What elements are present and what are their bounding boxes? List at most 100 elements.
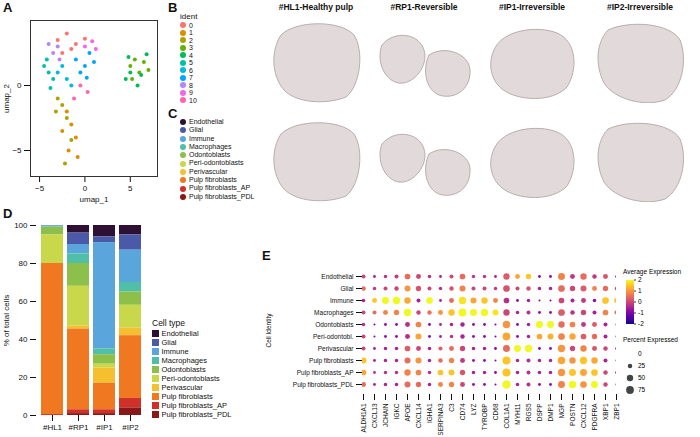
- svg-text:Percent Expressed: Percent Expressed: [623, 336, 678, 344]
- svg-text:MGP: MGP: [558, 404, 565, 419]
- html-text:Odontoblasts: Odontoblasts: [161, 365, 206, 374]
- html-text:Perivascular: Perivascular: [161, 383, 203, 392]
- svg-text:APOE: APOE: [404, 403, 411, 422]
- html-text:A: A: [3, 0, 13, 15]
- svg-text:−5: −5: [12, 146, 22, 155]
- svg-text:Glial: Glial: [340, 285, 354, 292]
- svg-text:CXCL13: CXCL13: [371, 403, 378, 428]
- svg-text:0: 0: [23, 411, 28, 420]
- svg-text:0: 0: [83, 184, 88, 193]
- svg-text:0: 0: [17, 81, 22, 90]
- svg-text:CD74: CD74: [459, 403, 466, 420]
- html-text:Peri-odontoblasts: Peri-odontoblasts: [189, 159, 244, 167]
- svg-text:0: 0: [638, 298, 642, 305]
- svg-text:25: 25: [638, 362, 646, 369]
- svg-text:40: 40: [19, 335, 28, 344]
- svg-text:TYROBP: TYROBP: [481, 404, 488, 431]
- html-text:Pulp fibroblasts: Pulp fibroblasts: [161, 392, 213, 401]
- svg-text:Endothelial: Endothelial: [321, 273, 354, 280]
- html-text:E: E: [262, 248, 271, 263]
- svg-text:75: 75: [638, 386, 646, 393]
- svg-text:0: 0: [638, 350, 642, 357]
- html-text:Macrophages: Macrophages: [189, 142, 232, 150]
- svg-text:Pulp fibroblasts_PDL: Pulp fibroblasts_PDL: [293, 381, 354, 389]
- svg-text:5: 5: [128, 184, 133, 193]
- html-text:ident: ident: [180, 12, 198, 21]
- html-text:Odontoblasts: Odontoblasts: [189, 151, 231, 159]
- svg-text:CXCL12: CXCL12: [580, 403, 587, 428]
- svg-text:Immune: Immune: [330, 297, 354, 304]
- html-text:#IP2-Irreversible: #IP2-Irreversible: [606, 2, 674, 12]
- svg-text:80: 80: [19, 259, 28, 268]
- html-text:10: 10: [189, 96, 197, 104]
- html-text:Glial: Glial: [189, 126, 203, 134]
- svg-text:RGS5: RGS5: [525, 403, 532, 421]
- svg-text:IGKC: IGKC: [393, 403, 400, 419]
- svg-text:umap_2: umap_2: [2, 84, 11, 113]
- html-text:Pulp fibroblasts_AP: Pulp fibroblasts_AP: [189, 184, 251, 192]
- html-text:B: B: [168, 0, 178, 15]
- html-text:Endothelial: Endothelial: [189, 118, 224, 125]
- svg-text:MYH11: MYH11: [514, 403, 521, 425]
- html-text:Immune: Immune: [189, 134, 215, 142]
- svg-text:IGHA1: IGHA1: [426, 403, 433, 423]
- svg-text:-1: -1: [638, 309, 644, 316]
- svg-text:20: 20: [19, 373, 28, 382]
- html-text:Peri-odontoblasts: Peri-odontoblasts: [161, 374, 220, 383]
- svg-text:umap_1: umap_1: [80, 195, 109, 204]
- svg-text:CD68: CD68: [492, 403, 499, 420]
- svg-text:ALDH1A1: ALDH1A1: [360, 403, 367, 432]
- svg-text:-2: -2: [638, 320, 644, 327]
- svg-text:COL1A1: COL1A1: [503, 403, 510, 428]
- svg-text:#HL1: #HL1: [43, 423, 63, 432]
- html-text:Immune: Immune: [161, 347, 189, 356]
- svg-text:Perivascular: Perivascular: [318, 345, 355, 352]
- html-text:Pulp fibroblasts: Pulp fibroblasts: [189, 176, 237, 184]
- svg-text:Odontoblasts: Odontoblasts: [315, 321, 354, 328]
- html-text:1: 1: [189, 29, 193, 36]
- svg-text:PDGFRA: PDGFRA: [591, 403, 598, 431]
- svg-text:Pulp fibroblasts_AP: Pulp fibroblasts_AP: [297, 369, 354, 377]
- html-text:Pulp fibroblasts_PDL: Pulp fibroblasts_PDL: [161, 410, 232, 419]
- svg-text:DMP1: DMP1: [547, 403, 554, 421]
- svg-text:C3: C3: [448, 403, 455, 412]
- html-text:Endothelial: Endothelial: [161, 329, 199, 338]
- svg-text:CXCL14: CXCL14: [415, 403, 422, 428]
- svg-text:% of total cells: % of total cells: [2, 295, 11, 347]
- html-text:2: 2: [189, 36, 193, 44]
- html-text:D: D: [3, 206, 13, 221]
- html-text:Cell type: Cell type: [152, 318, 186, 328]
- svg-text:XBP1: XBP1: [602, 403, 609, 420]
- svg-text:ZBP1: ZBP1: [613, 403, 620, 420]
- svg-text:DSPP: DSPP: [536, 404, 543, 422]
- html-text:#RP1-Reversible: #RP1-Reversible: [390, 2, 458, 12]
- svg-text:Average Expression: Average Expression: [623, 268, 681, 276]
- svg-text:Pulp fibroblasts: Pulp fibroblasts: [309, 357, 354, 365]
- svg-text:2: 2: [638, 276, 642, 283]
- svg-text:Macrophages: Macrophages: [314, 309, 354, 317]
- html-text:Macrophages: Macrophages: [161, 356, 207, 365]
- html-text:#IP1-Irreversible: #IP1-Irreversible: [498, 2, 566, 12]
- svg-text:JCHAIN: JCHAIN: [382, 403, 389, 427]
- html-text:Pulp fibroblasts_PDL: Pulp fibroblasts_PDL: [189, 192, 255, 200]
- svg-text:#RP1: #RP1: [68, 423, 89, 432]
- svg-text:#IP2: #IP2: [122, 423, 139, 432]
- html-text:C: C: [168, 106, 178, 121]
- html-text:#HL1-Healthy pulp: #HL1-Healthy pulp: [278, 2, 354, 12]
- html-text:Pulp fibroblasts_AP: Pulp fibroblasts_AP: [161, 401, 227, 410]
- html-text:Glial: Glial: [161, 338, 177, 347]
- svg-text:−5: −5: [35, 184, 45, 193]
- svg-text:1: 1: [638, 287, 642, 294]
- svg-text:#IP1: #IP1: [96, 423, 113, 432]
- html-text:0: 0: [189, 21, 193, 29]
- svg-text:60: 60: [19, 297, 28, 306]
- svg-text:50: 50: [638, 374, 646, 381]
- html-text:Perivascular: Perivascular: [189, 167, 228, 175]
- svg-text:100: 100: [14, 221, 28, 230]
- svg-text:LYZ: LYZ: [470, 403, 477, 414]
- svg-text:POSTN: POSTN: [569, 403, 576, 426]
- svg-text:Peri-odontobl.: Peri-odontobl.: [313, 333, 354, 340]
- html-text:3: 3: [189, 44, 193, 51]
- svg-text:Cell Identity: Cell Identity: [265, 313, 273, 348]
- svg-text:SERPINA3: SERPINA3: [437, 403, 444, 435]
